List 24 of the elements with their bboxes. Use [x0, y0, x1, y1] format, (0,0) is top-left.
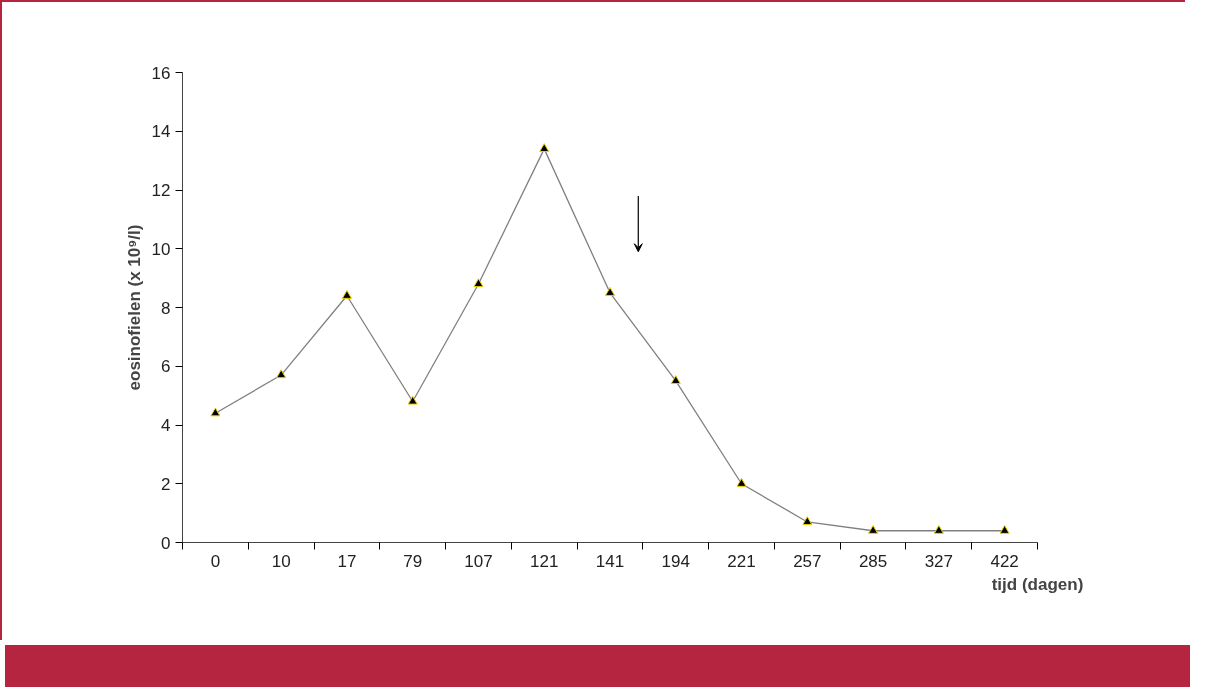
- x-tick-label: 257: [793, 551, 822, 571]
- x-tick-label: 327: [924, 551, 954, 571]
- y-axis-title: eosinofielen (x 10⁹/l): [124, 224, 144, 391]
- y-tick-label: 4: [161, 416, 171, 435]
- y-tick-label: 10: [151, 239, 171, 259]
- x-tick-label: 121: [530, 551, 559, 571]
- x-tick-label: 17: [337, 551, 357, 571]
- y-tick-label: 6: [161, 357, 171, 377]
- y-tick-label: 16: [151, 63, 171, 83]
- x-axis-title: tijd (dagen): [991, 574, 1084, 594]
- x-tick-label: 141: [595, 551, 625, 571]
- x-tick-label: 422: [990, 551, 1019, 571]
- y-tick-label: 0: [161, 533, 171, 553]
- x-tick-label: 107: [464, 551, 493, 571]
- x-tick-label: 0: [210, 551, 221, 571]
- y-tick-label: 14: [151, 122, 171, 142]
- y-tick-label: 2: [161, 474, 171, 494]
- x-tick-label: 10: [271, 551, 291, 571]
- y-tick-label: 12: [151, 181, 171, 200]
- x-tick-label: 221: [727, 551, 756, 571]
- x-tick-label: 194: [661, 551, 690, 571]
- y-tick-label: 8: [161, 298, 171, 318]
- x-tick-label: 79: [403, 551, 423, 571]
- x-tick-label: 285: [858, 551, 888, 571]
